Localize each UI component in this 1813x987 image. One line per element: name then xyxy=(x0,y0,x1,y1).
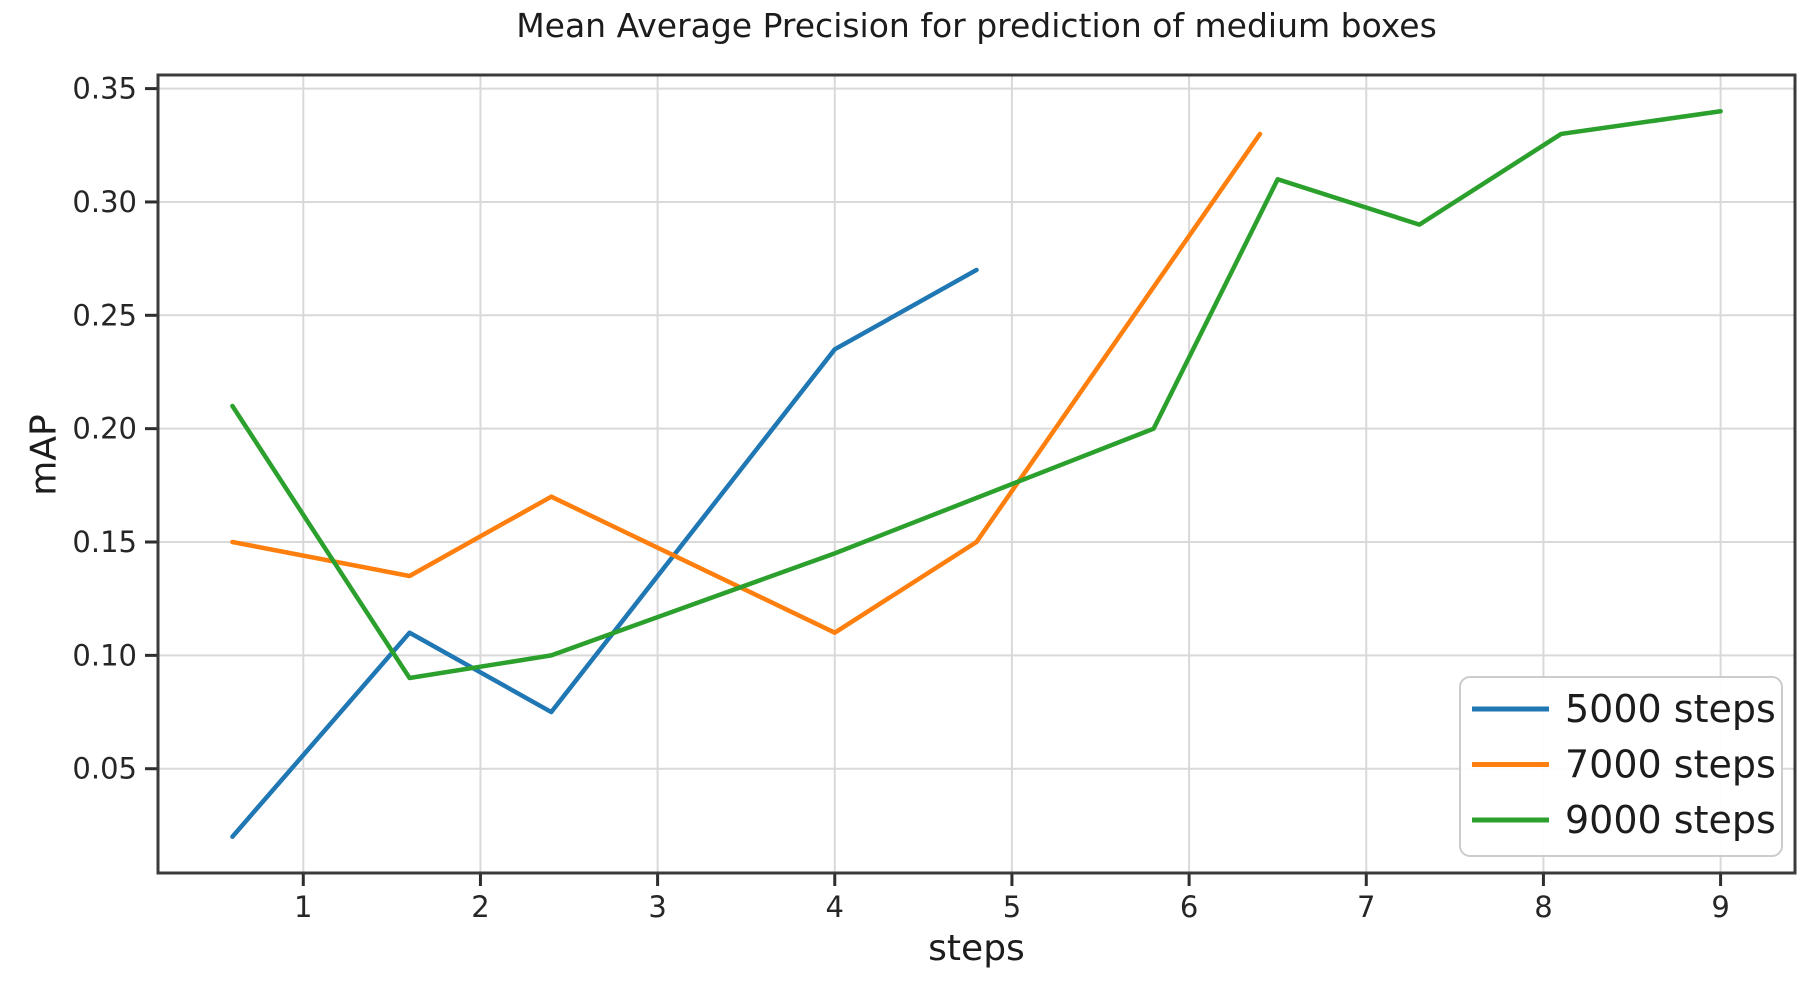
series-line-5000-steps xyxy=(230,267,979,839)
x-tick-label: 9 xyxy=(1711,890,1729,924)
legend-label-5000-steps: 5000 steps xyxy=(1565,687,1776,731)
series-line-9000-steps xyxy=(230,109,1723,681)
legend xyxy=(1459,676,1783,857)
x-tick-label: 1 xyxy=(294,890,312,924)
x-tick-label: 7 xyxy=(1357,890,1375,924)
y-tick-label: 0.10 xyxy=(72,638,137,672)
x-tick-label: 8 xyxy=(1534,890,1552,924)
plot-border xyxy=(156,73,1797,875)
y-tick-label: 0.05 xyxy=(72,752,137,786)
legend-label-7000-steps: 7000 steps xyxy=(1565,743,1776,787)
x-axis-label: steps xyxy=(928,928,1025,969)
y-axis-label: mAP xyxy=(23,414,65,496)
y-tick-label: 0.20 xyxy=(72,412,137,446)
x-tick-label: 2 xyxy=(471,890,489,924)
legend-label-9000-steps: 9000 steps xyxy=(1565,798,1776,842)
chart-title: Mean Average Precision for prediction of… xyxy=(516,6,1437,45)
y-tick-label: 0.35 xyxy=(72,72,137,106)
y-tick-label: 0.15 xyxy=(72,525,137,559)
x-tick-label: 4 xyxy=(826,890,844,924)
x-tick-label: 3 xyxy=(648,890,666,924)
series-line-7000-steps xyxy=(230,131,1263,635)
y-tick-label: 0.30 xyxy=(72,185,137,219)
x-tick-label: 5 xyxy=(1003,890,1021,924)
x-tick-label: 6 xyxy=(1180,890,1198,924)
y-tick-label: 0.25 xyxy=(72,298,137,332)
